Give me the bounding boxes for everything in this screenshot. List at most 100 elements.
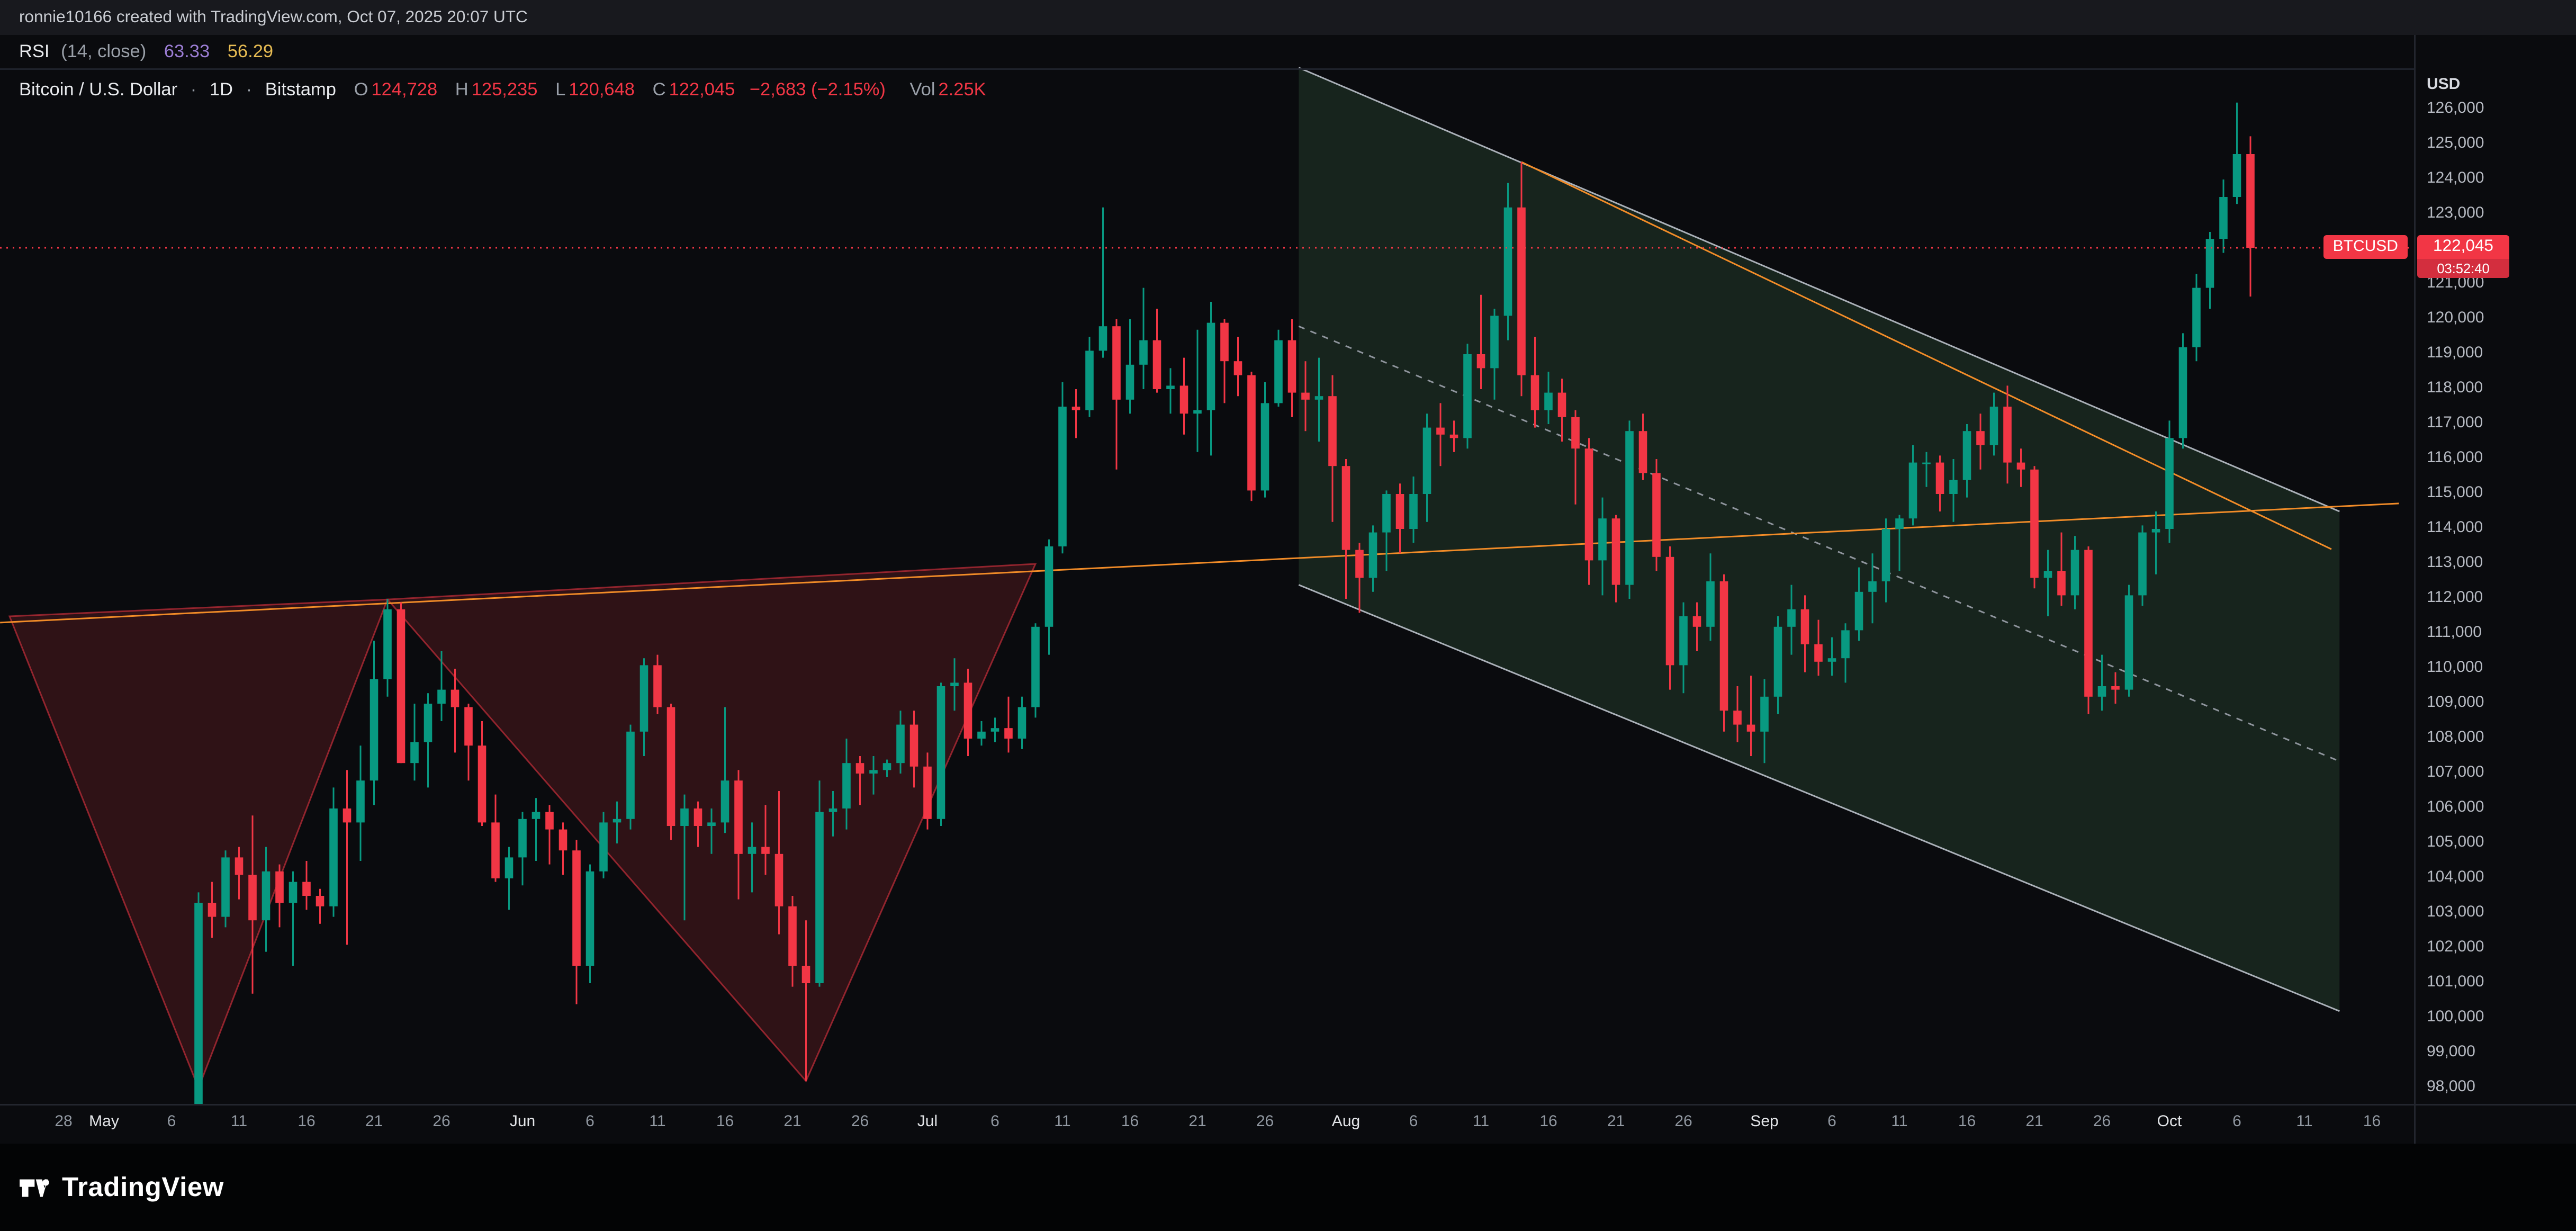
candle-body	[909, 724, 918, 767]
price-axis-label: 112,000	[2427, 589, 2483, 607]
candle-body	[788, 906, 797, 966]
time-axis-tick: 21	[2025, 1113, 2043, 1131]
time-axis-tick: 6	[586, 1113, 595, 1131]
candle-body	[1490, 316, 1499, 369]
price-axis-label: 126,000	[2427, 100, 2484, 118]
price-axis-label: 113,000	[2427, 554, 2483, 572]
candle-body	[734, 780, 743, 854]
channel-lower-line[interactable]	[1298, 584, 2340, 1012]
candle-body	[1598, 518, 1607, 561]
price-axis-label: 123,000	[2427, 205, 2484, 222]
tradingview-logo-text: TradingView	[62, 1171, 224, 1202]
time-axis-tick: Jul	[917, 1113, 938, 1131]
rsi-legend[interactable]: RSI (14, close) 63.33 56.29	[19, 43, 273, 62]
symbol-price-tag: BTCUSD	[2323, 235, 2408, 259]
candle-body	[720, 780, 729, 823]
candle-body	[1341, 466, 1350, 550]
tradingview-logo-icon	[20, 1178, 49, 1196]
price-chart-canvas[interactable]	[0, 35, 2414, 1104]
candle-body	[437, 689, 446, 704]
price-axis-label: 119,000	[2427, 345, 2483, 362]
time-axis-tick: 11	[1891, 1113, 1908, 1131]
candle-body	[815, 812, 824, 983]
channel-upper-line[interactable]	[1298, 67, 2340, 513]
candle-body	[343, 808, 352, 823]
candle-body	[1139, 340, 1148, 365]
candle-body	[2124, 595, 2133, 690]
symbol-exchange: Bitstamp	[265, 81, 336, 100]
time-axis-tick: 6	[1409, 1113, 1418, 1131]
candle-body	[707, 822, 716, 826]
candle-body	[1314, 396, 1323, 400]
time-axis-tick: 26	[1674, 1113, 1692, 1131]
candle-body	[1679, 616, 1688, 666]
trendline[interactable]	[0, 502, 2399, 624]
candle-body	[1638, 431, 1647, 473]
time-axis-tick: 6	[2232, 1113, 2241, 1131]
time-axis-tick: 11	[1472, 1113, 1490, 1131]
candle-body	[1895, 518, 1904, 529]
candle-body	[1031, 626, 1040, 707]
candle-body	[275, 871, 284, 903]
price-axis-label: 117,000	[2427, 415, 2483, 432]
time-axis[interactable]: 28 May 6 11 16 21 26 Jun 6 11 16 21 26 Jul 6 11 16 21 26 Au…	[0, 1104, 2576, 1144]
tradingview-logo[interactable]: TradingView	[16, 1170, 224, 1205]
candle-body	[464, 707, 473, 746]
time-axis-tick: 16	[298, 1113, 316, 1131]
candle-body	[424, 704, 433, 742]
price-axis-label: 115,000	[2427, 484, 2483, 502]
candle-body	[1571, 417, 1580, 449]
candle-body	[1112, 326, 1121, 400]
price-axis-label: 105,000	[2427, 834, 2484, 851]
channel-mid-line[interactable]	[1298, 325, 2340, 762]
triangle-pattern[interactable]	[8, 598, 389, 1091]
drawings-layer[interactable]	[0, 67, 2399, 1091]
candle-body	[2151, 529, 2160, 533]
candle-body	[2030, 469, 2039, 578]
candle-body	[680, 808, 689, 826]
time-axis-tick: 16	[2363, 1113, 2381, 1131]
candle-body	[599, 822, 608, 871]
time-axis-tick: 28	[55, 1113, 73, 1131]
legend-separator: ·	[246, 81, 253, 100]
candle-body	[1260, 403, 1269, 491]
trendline[interactable]	[1521, 161, 2332, 550]
price-axis[interactable]: USD 122,045 03:52:40 126,000 125,000 124,0…	[2414, 35, 2576, 1144]
candle-body	[1800, 609, 1809, 644]
symbol-title: Bitcoin / U.S. Dollar	[19, 81, 178, 100]
candle-body	[1017, 707, 1026, 739]
parallel-channel-fill[interactable]	[1299, 67, 2340, 1011]
candle-body	[1449, 434, 1458, 438]
price-axis-label: 114,000	[2427, 519, 2483, 537]
candle-body	[1989, 407, 1998, 445]
last-price-label: 122,045 03:52:40	[2417, 235, 2509, 278]
price-axis-label: 124,000	[2427, 170, 2484, 187]
candle-body	[2111, 686, 2120, 690]
bar-close-countdown: 03:52:40	[2417, 259, 2509, 278]
candle-body	[262, 871, 271, 921]
high-value: 125,235	[471, 81, 538, 100]
candle-body	[613, 819, 622, 823]
open-value: 124,728	[371, 81, 438, 100]
time-axis-tick: 6	[1827, 1113, 1836, 1131]
candle-body	[397, 609, 406, 763]
candle-body	[302, 882, 311, 896]
volume-label: Vol	[909, 81, 935, 100]
candle-body	[410, 742, 419, 763]
candle-body	[2057, 571, 2066, 596]
candle-body	[356, 780, 365, 823]
price-axis-label: 108,000	[2427, 729, 2484, 747]
candle-body	[1841, 630, 1850, 659]
chart-area[interactable]: RSI (14, close) 63.33 56.29 Bitcoin / U.…	[0, 35, 2576, 1144]
candle-body	[693, 808, 702, 826]
candle-body	[1949, 480, 1958, 494]
candle-body	[2178, 347, 2187, 438]
candle-body	[1058, 407, 1067, 546]
candle-body	[1085, 351, 1094, 410]
candle-body	[2084, 550, 2093, 697]
pane-divider[interactable]	[0, 68, 2414, 70]
price-axis-label: 104,000	[2427, 869, 2484, 886]
candle-body	[1220, 322, 1229, 362]
candle-body	[896, 724, 905, 763]
